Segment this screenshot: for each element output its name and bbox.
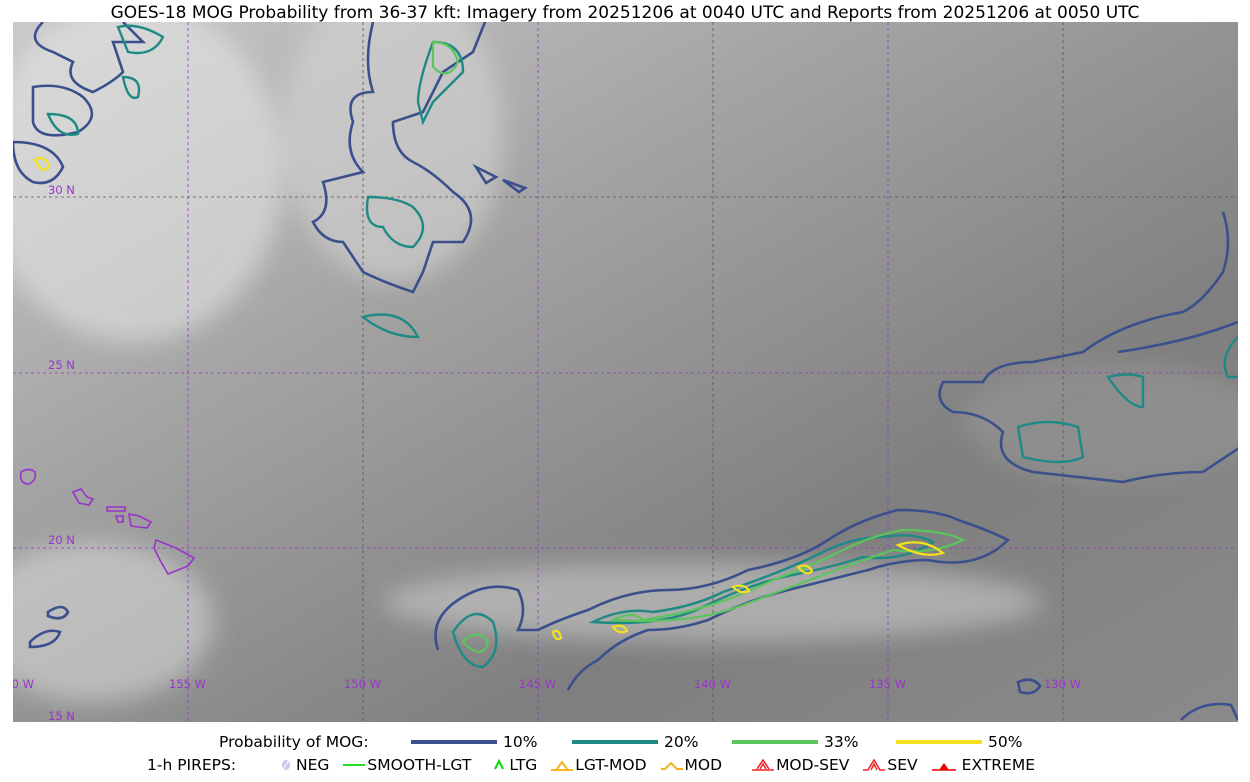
neg-icon [282,759,290,771]
lat-label: 15 N [48,709,75,722]
double-caret-bar-icon [752,758,775,771]
mog-contour-33 [431,40,966,654]
pireps-legend-title: 1-h PIREPS: [147,756,237,774]
lat-label: 25 N [48,358,75,372]
legend-swatch-20 [572,740,658,744]
lon-label: 130 W [1044,677,1081,691]
legend-swatch-50 [896,740,982,744]
pirep-label-smooth-lgt: SMOOTH-LGT [367,756,472,774]
lat-label: 30 N [48,183,75,197]
double-caret-icon [863,758,886,771]
pirep-label-ltg: LTG [509,756,538,774]
mog-contour-50 [33,156,946,641]
lon-label: 145 W [519,677,556,691]
lon-label: 155 W [169,677,206,691]
pireps-legend: 1-h PIREPS: NEG SMOOTH-LGT LTG LGT-MOD M… [0,756,1250,774]
pirep-label-extreme: EXTREME [961,756,1035,774]
probability-legend-title: Probability of MOG: [219,733,369,751]
caret-bar-icon [551,760,574,771]
mog-contour-10 [13,22,1238,721]
pirep-label-mod: MOD [684,756,723,774]
lon-label: 135 W [869,677,906,691]
probability-legend: Probability of MOG: 10% 20% 33% 50% [0,733,1250,751]
lat-label: 20 N [48,533,75,547]
mog-contour-20 [46,24,1238,669]
legend-label-50: 50% [988,733,1023,751]
caret-icon [494,758,505,770]
hawaii-coastline [19,468,196,576]
pirep-label-sev: SEV [887,756,918,774]
legend-label-20: 20% [664,733,699,751]
legend-swatch-10 [411,740,497,744]
legend-label-33: 33% [824,733,859,751]
graticule [13,22,1238,722]
satellite-map: 30 N 25 N 20 N 15 N 160 W 155 W 150 W 14… [13,22,1238,722]
lon-label: 150 W [344,677,381,691]
legend-swatch-33 [732,740,818,744]
lon-label: 160 W [13,677,34,691]
legend-label-10: 10% [503,733,538,751]
pirep-label-mod-sev: MOD-SEV [776,756,850,774]
lon-label: 140 W [694,677,731,691]
filled-triangle-icon [931,763,956,771]
map-title: GOES-18 MOG Probability from 36-37 kft: … [110,3,1140,23]
pirep-label-neg: NEG [296,756,330,774]
caret-icon [660,761,683,770]
pirep-label-lgt-mod: LGT-MOD [575,756,647,774]
line-icon [343,764,366,766]
